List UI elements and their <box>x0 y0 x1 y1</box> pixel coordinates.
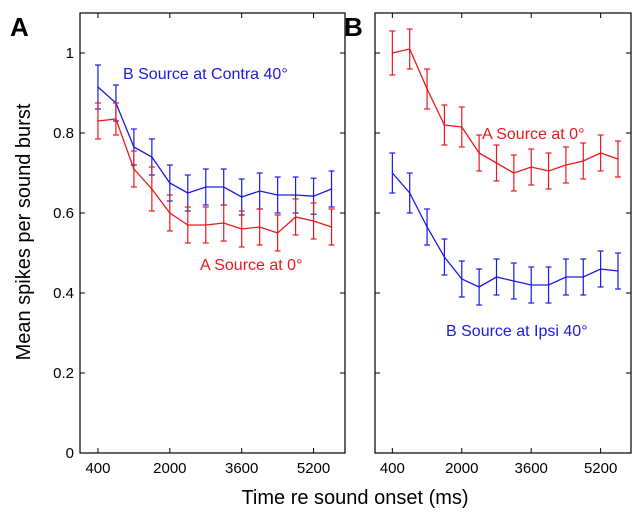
x-tick-label-b-2: 3600 <box>515 460 548 477</box>
data-point-b-0-4 <box>460 126 463 128</box>
data-point-b-0-11 <box>582 160 585 162</box>
data-point-a-1-12 <box>312 220 315 222</box>
data-point-a-0-4 <box>169 182 171 184</box>
panel-b-ticks: 400 2000 3600 5200 <box>375 13 631 477</box>
y-axis-title: Mean spikes per sound burst <box>13 103 35 360</box>
data-point-b-0-12 <box>599 152 602 154</box>
y-tick-label-a-5: 1 <box>66 45 74 62</box>
data-point-a-0-6 <box>204 186 207 188</box>
panel-a-frame <box>79 12 346 454</box>
annotation-a-source-0: A Source at 0° <box>200 257 302 274</box>
x-tick-label-a-2: 3600 <box>225 460 258 477</box>
data-point-b-0-8 <box>530 166 533 168</box>
data-point-b-1-6 <box>495 276 498 278</box>
x-axis-title: Time re sound onset (ms) <box>241 487 468 509</box>
data-point-b-0-3 <box>443 124 446 126</box>
panel-b-frame <box>374 12 632 454</box>
data-point-a-1-6 <box>204 224 207 226</box>
panel-a-letter: A <box>10 12 29 42</box>
x-tick-label-b-1: 2000 <box>445 460 478 477</box>
x-tick-label-a-1: 2000 <box>153 460 186 477</box>
data-point-a-0-8 <box>240 196 243 198</box>
data-point-a-1-3 <box>151 188 153 190</box>
data-point-a-0-2 <box>133 146 135 148</box>
panel-b-series <box>389 28 621 306</box>
panel-b: B 400 2000 3600 5200 A Source at 0° B Sourc… <box>344 12 632 477</box>
data-point-b-1-2 <box>426 226 428 228</box>
data-point-a-0-7 <box>222 186 225 188</box>
data-point-b-1-10 <box>565 276 567 278</box>
data-point-a-1-11 <box>294 216 297 218</box>
data-point-a-1-1 <box>115 118 117 120</box>
y-tick-label-a-3: 0.6 <box>53 205 74 222</box>
data-point-a-0-3 <box>151 156 153 158</box>
data-point-b-0-7 <box>513 172 515 174</box>
data-point-b-0-6 <box>495 162 498 164</box>
data-point-a-0-5 <box>186 192 189 194</box>
data-point-b-0-0 <box>391 52 394 54</box>
data-point-b-0-1 <box>408 48 411 50</box>
x-tick-label-a-3: 5200 <box>297 460 330 477</box>
data-point-a-1-2 <box>133 168 135 170</box>
data-point-b-1-3 <box>443 256 446 258</box>
panel-a-ticks: 0 0.2 0.4 0.6 0.8 1 400 2000 3600 5200 <box>53 13 345 477</box>
data-point-a-1-0 <box>97 120 99 122</box>
data-point-b-1-7 <box>513 280 515 282</box>
y-tick-label-a-0: 0 <box>66 445 74 462</box>
y-tick-label-a-2: 0.4 <box>53 285 74 302</box>
data-point-a-0-0 <box>97 86 99 88</box>
data-point-b-1-0 <box>391 172 394 174</box>
data-point-b-0-10 <box>565 164 567 166</box>
data-point-a-1-7 <box>222 222 225 224</box>
data-point-a-1-13 <box>330 226 333 228</box>
data-point-a-1-8 <box>240 228 243 230</box>
y-tick-label-a-1: 0.2 <box>53 365 74 382</box>
data-point-a-1-4 <box>169 212 171 214</box>
data-point-b-1-11 <box>582 276 585 278</box>
data-point-a-1-5 <box>186 224 189 226</box>
annotation-b-source-contra: B Source at Contra 40° <box>123 66 288 83</box>
data-point-b-0-2 <box>426 88 428 90</box>
panel-a-series <box>94 64 335 252</box>
data-point-b-0-5 <box>478 152 480 154</box>
data-point-a-0-11 <box>294 194 297 196</box>
data-point-b-1-13 <box>617 270 619 272</box>
x-tick-label-b-0: 400 <box>380 460 405 477</box>
series-line-a-1 <box>97 118 332 234</box>
data-point-b-1-12 <box>599 268 602 270</box>
x-tick-label-b-3: 5200 <box>584 460 617 477</box>
data-point-b-1-9 <box>547 284 550 286</box>
data-point-a-1-10 <box>276 232 279 234</box>
series-line-b-1 <box>391 172 619 288</box>
data-point-b-1-4 <box>460 278 463 280</box>
panel-a: A 0 0.2 0.4 0.6 0.8 1 400 2000 3600 5200 B Source… <box>10 12 346 477</box>
data-point-a-0-10 <box>276 194 279 196</box>
data-point-a-1-9 <box>258 226 261 228</box>
panel-b-letter: B <box>344 12 363 42</box>
data-point-a-0-12 <box>312 195 315 197</box>
data-point-b-0-13 <box>617 158 619 160</box>
data-point-b-0-9 <box>547 170 550 172</box>
y-tick-label-a-4: 0.8 <box>53 125 74 142</box>
annotation-b-source-ipsi: B Source at Ipsi 40° <box>446 323 588 340</box>
series-line-b-0 <box>392 48 619 174</box>
data-point-b-1-5 <box>478 286 480 288</box>
annotation-a-source-0-b: A Source at 0° <box>482 126 584 143</box>
data-point-a-0-13 <box>330 188 333 190</box>
data-point-b-1-8 <box>530 284 533 286</box>
x-tick-label-a-0: 400 <box>85 460 110 477</box>
data-point-b-1-1 <box>408 192 411 194</box>
series-line-a-0 <box>97 86 332 198</box>
data-point-a-0-9 <box>258 190 261 192</box>
